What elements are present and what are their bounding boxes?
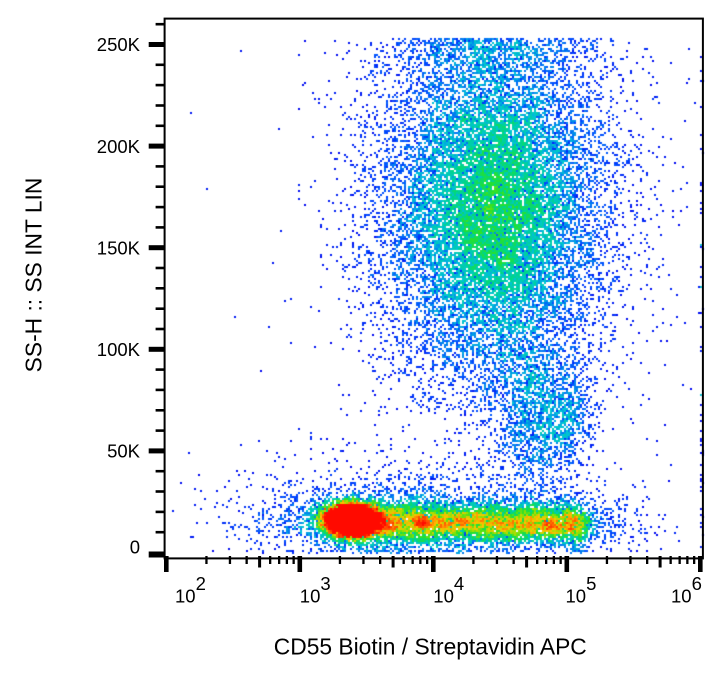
svg-text:105: 105 bbox=[566, 573, 597, 607]
svg-text:104: 104 bbox=[433, 573, 464, 607]
svg-text:200K: 200K bbox=[97, 136, 141, 157]
svg-text:106: 106 bbox=[671, 573, 702, 607]
svg-text:102: 102 bbox=[175, 573, 206, 607]
svg-text:150K: 150K bbox=[97, 237, 141, 258]
svg-text:100K: 100K bbox=[97, 339, 141, 360]
svg-text:SS-H :: SS INT LIN: SS-H :: SS INT LIN bbox=[21, 178, 47, 373]
svg-text:0: 0 bbox=[130, 537, 140, 558]
svg-text:50K: 50K bbox=[107, 441, 141, 462]
svg-text:250K: 250K bbox=[97, 34, 141, 55]
svg-text:103: 103 bbox=[300, 573, 331, 607]
svg-text:CD55 Biotin / Streptavidin APC: CD55 Biotin / Streptavidin APC bbox=[274, 633, 587, 659]
